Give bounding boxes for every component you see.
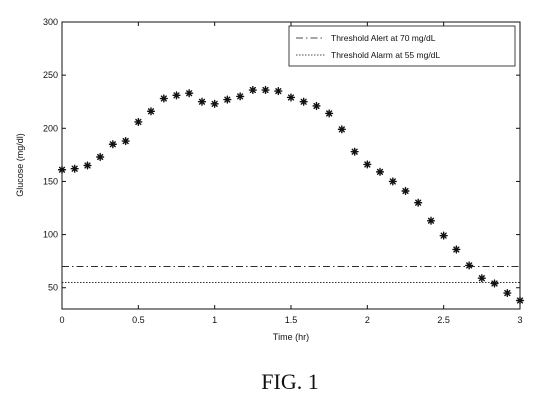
data-point <box>364 161 371 168</box>
data-point <box>275 88 282 95</box>
data-point <box>415 199 422 206</box>
data-point <box>199 98 206 105</box>
data-point <box>491 280 498 287</box>
y-tick-label: 150 <box>43 176 58 186</box>
data-point <box>173 92 180 99</box>
data-point <box>211 100 218 107</box>
data-point <box>504 290 511 297</box>
data-point <box>351 148 358 155</box>
data-point <box>237 93 244 100</box>
data-point <box>109 141 116 148</box>
data-point <box>478 275 485 282</box>
figure-caption: FIG. 1 <box>261 369 318 394</box>
data-point <box>84 162 91 169</box>
data-point <box>59 166 66 173</box>
y-axis-label: Glucose (mg/dl) <box>15 133 25 197</box>
data-point <box>160 95 167 102</box>
data-point <box>402 188 409 195</box>
data-point <box>453 246 460 253</box>
data-point <box>288 94 295 101</box>
legend: Threshold Alert at 70 mg/dL Threshold Al… <box>289 26 515 66</box>
y-tick-label: 100 <box>43 230 58 240</box>
data-point <box>122 138 129 145</box>
x-tick-label: 1.5 <box>285 315 298 325</box>
data-point <box>262 87 269 94</box>
y-tick-label: 200 <box>43 123 58 133</box>
data-point <box>313 103 320 110</box>
data-point <box>300 98 307 105</box>
data-point <box>326 110 333 117</box>
data-point <box>466 262 473 269</box>
y-tick-label: 300 <box>43 17 58 27</box>
data-point <box>517 297 524 304</box>
x-axis-label: Time (hr) <box>273 332 309 342</box>
x-tick-label: 1 <box>212 315 217 325</box>
data-point <box>186 90 193 97</box>
data-point <box>389 178 396 185</box>
data-point <box>71 165 78 172</box>
y-tick-label: 50 <box>48 283 58 293</box>
data-point <box>249 87 256 94</box>
legend-label-alert: Threshold Alert at 70 mg/dL <box>331 33 436 43</box>
data-point <box>224 96 231 103</box>
data-point <box>377 168 384 175</box>
x-tick-label: 0.5 <box>132 315 145 325</box>
data-point <box>428 217 435 224</box>
data-point <box>148 108 155 115</box>
data-point <box>440 232 447 239</box>
data-point <box>97 154 104 161</box>
x-tick-label: 0 <box>59 315 64 325</box>
legend-box <box>289 26 515 66</box>
legend-label-alarm: Threshold Alarm at 55 mg/dL <box>331 50 440 60</box>
data-point <box>135 119 142 126</box>
x-tick-label: 2.5 <box>437 315 450 325</box>
data-point <box>338 126 345 133</box>
x-tick-label: 3 <box>517 315 522 325</box>
y-tick-label: 250 <box>43 70 58 80</box>
x-tick-label: 2 <box>365 315 370 325</box>
